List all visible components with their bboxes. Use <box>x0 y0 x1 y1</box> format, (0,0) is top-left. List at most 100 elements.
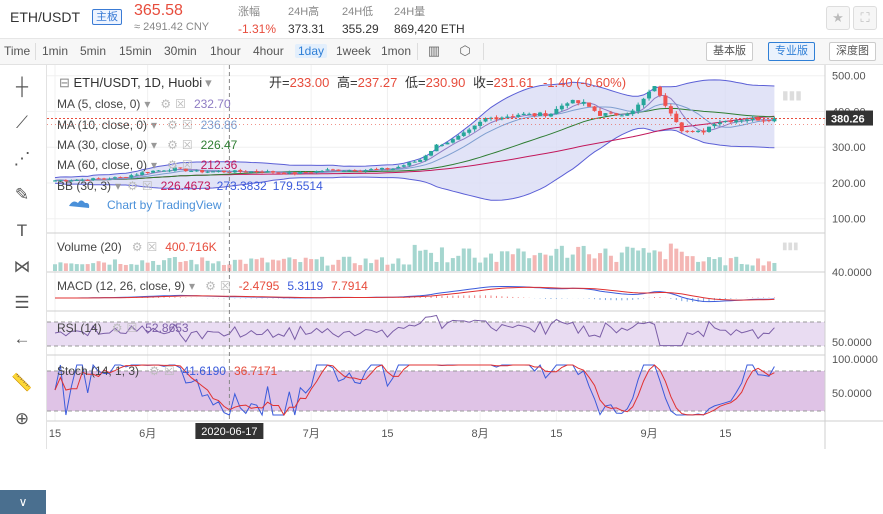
x-tick-label: 6月 <box>139 428 156 440</box>
settings-icon[interactable]: ⚙ <box>149 364 160 378</box>
zoom-icon[interactable]: ⊕ <box>14 409 30 428</box>
dropdown-icon[interactable]: ▾ <box>151 138 157 152</box>
chart-title: ⊟ ETH/USDT, 1D, Huobi ▾ <box>59 75 212 90</box>
close-icon[interactable]: ☒ <box>126 321 137 335</box>
dropdown-icon[interactable]: ▾ <box>189 279 195 293</box>
candle-body <box>102 178 107 180</box>
pane-controls-icon[interactable]: ▮▮▮ <box>782 241 799 252</box>
settings-icon[interactable]: ⚙ <box>160 97 171 111</box>
settings-icon[interactable]: ⚙ <box>112 321 123 335</box>
indicator-settings-icon[interactable]: ⬡ <box>459 43 471 58</box>
stat-change: 涨幅 -1.31% <box>238 3 276 36</box>
candle-body <box>461 132 466 136</box>
volume-bar <box>407 264 412 271</box>
fib-icon[interactable]: ⋰ <box>13 149 31 168</box>
crosshair-icon[interactable]: ┼ <box>15 77 29 96</box>
pattern-icon[interactable]: ⋈ <box>13 257 31 276</box>
tf-4hour[interactable]: 4hour <box>253 44 284 58</box>
stat-label: 24H高 <box>288 6 320 18</box>
volume-bar <box>690 256 695 271</box>
candle-body <box>472 125 477 130</box>
candle-body <box>211 171 216 173</box>
dropdown-icon[interactable]: ▾ <box>151 158 157 172</box>
candle-body <box>483 118 488 122</box>
indicator-name: Volume (20) <box>57 240 122 254</box>
view-pro-button[interactable]: 专业版 <box>768 42 815 61</box>
trend-line-icon[interactable]: ⟋ <box>16 113 28 132</box>
brush-icon[interactable]: ✎ <box>14 185 30 204</box>
tf-5min[interactable]: 5min <box>80 44 107 58</box>
volume-bar <box>766 261 771 271</box>
volume-bar <box>374 259 379 271</box>
rsi-axis-label: 50.0000 <box>832 337 872 349</box>
candle-body <box>390 168 395 170</box>
close-icon[interactable]: ☒ <box>182 138 193 152</box>
candle-body <box>521 113 526 115</box>
candle-style-icon[interactable]: ▥ <box>427 43 441 58</box>
collapse-toolbar-button[interactable]: ∨ <box>0 490 46 514</box>
volume-bar <box>717 257 722 271</box>
volume-bar <box>636 250 641 271</box>
candle-body <box>341 170 346 172</box>
volume-legend: Volume (20) ⚙ ☒ 400.716K <box>57 240 217 254</box>
volume-bar <box>390 263 395 271</box>
volume-bar <box>532 255 537 271</box>
volume-bar <box>276 260 281 271</box>
star-icon[interactable]: ★ <box>826 6 850 30</box>
close-icon[interactable]: ☒ <box>182 158 193 172</box>
tf-1mon[interactable]: 1mon <box>381 44 412 58</box>
volume-bar <box>559 245 564 271</box>
ruler-icon[interactable]: 📏 <box>11 373 33 392</box>
collapse-legend-icon[interactable]: ⊟ <box>59 75 74 90</box>
x-tick-label: 15 <box>550 428 562 440</box>
settings-icon[interactable]: ⚙ <box>167 138 178 152</box>
candle-body <box>91 178 96 181</box>
tf-1min[interactable]: 1min <box>42 44 69 58</box>
candle-body <box>418 159 423 162</box>
close-icon[interactable]: ☒ <box>146 240 157 254</box>
pane-controls-icon[interactable]: ▮▮▮ <box>782 88 802 102</box>
chart-title-text: ETH/USDT, 1D, Huobi <box>74 75 203 90</box>
dropdown-icon[interactable]: ▾ <box>144 97 150 111</box>
view-basic-button[interactable]: 基本版 <box>706 42 753 61</box>
candle-body <box>303 172 308 174</box>
settings-icon[interactable]: ⚙ <box>205 279 216 293</box>
volume-bar <box>728 258 733 271</box>
settings-icon[interactable]: ⚙ <box>167 158 178 172</box>
tf-15min[interactable]: 15min <box>119 44 152 58</box>
tf-1week[interactable]: 1week <box>336 44 371 58</box>
volume-bar <box>685 256 690 271</box>
settings-icon[interactable]: ⚙ <box>167 118 178 132</box>
stat-high: 24H高 373.31 <box>288 3 325 36</box>
tf-1day[interactable]: 1day <box>295 44 328 58</box>
candle-body <box>336 169 341 172</box>
tf-time[interactable]: Time <box>4 44 31 58</box>
settings-icon[interactable]: ⚙ <box>132 240 143 254</box>
close-icon[interactable]: ☒ <box>220 279 231 293</box>
close-icon[interactable]: ☒ <box>164 364 175 378</box>
candle-body <box>625 113 630 116</box>
candlesticks <box>53 85 777 183</box>
candle-body <box>292 172 297 175</box>
close-icon[interactable]: ☒ <box>142 179 153 193</box>
dropdown-icon[interactable]: ▾ <box>115 179 121 193</box>
close-icon[interactable]: ☒ <box>175 97 186 111</box>
fullscreen-icon[interactable]: ⛶ <box>853 6 877 30</box>
measure-icon[interactable]: ☰ <box>14 293 30 312</box>
volume-bar <box>499 251 504 271</box>
x-tick-label: 8月 <box>472 428 489 440</box>
stat-label: 24H低 <box>342 6 374 18</box>
volume-bar <box>450 258 455 271</box>
volume-bar <box>167 258 172 271</box>
volume-bar <box>69 263 74 271</box>
dropdown-icon[interactable]: ▾ <box>151 118 157 132</box>
view-depth-button[interactable]: 深度图 <box>829 42 876 61</box>
tf-30min[interactable]: 30min <box>164 44 197 58</box>
text-icon[interactable]: T <box>16 221 28 240</box>
volume-bar <box>772 262 777 271</box>
back-arrow-icon[interactable]: ← <box>13 329 31 348</box>
title-dropdown-icon[interactable]: ▾ <box>205 75 212 90</box>
settings-icon[interactable]: ⚙ <box>127 179 138 193</box>
tf-1hour[interactable]: 1hour <box>210 44 241 58</box>
